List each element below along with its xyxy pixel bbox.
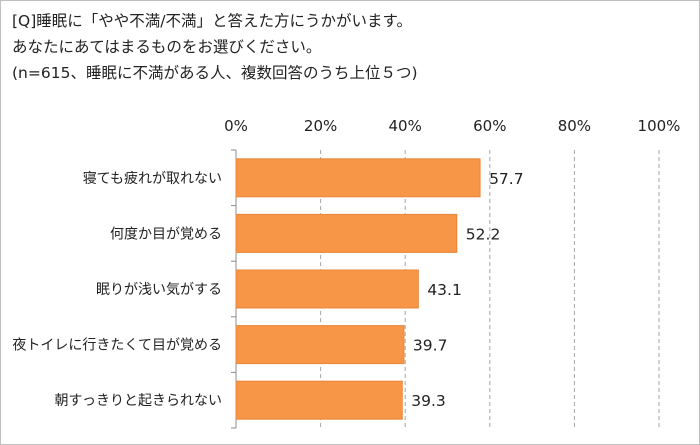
bar — [235, 380, 403, 420]
data-label: 39.3 — [411, 392, 446, 410]
x-tick-label: 40% — [389, 117, 422, 135]
data-label: 39.7 — [413, 337, 448, 355]
x-tick-label: 60% — [473, 117, 506, 135]
bar — [235, 325, 405, 365]
x-tick-label: 20% — [304, 117, 337, 135]
x-tick-label: 100% — [638, 117, 681, 135]
data-label: 43.1 — [427, 281, 462, 299]
category-label: 眠りが浅い気がする — [96, 282, 222, 298]
question-line-1: [Q]睡眠に「やや不満/不満」と答えた方にうかがいます。 — [12, 12, 412, 30]
question-line-3: (n=615、睡眠に不満がある人、複数回答のうち上位５つ) — [12, 64, 418, 82]
bar — [235, 158, 481, 198]
bar — [235, 213, 458, 253]
category-label: 寝ても疲れが取れない — [83, 170, 222, 187]
category-label: 朝すっきりと起きられない — [55, 393, 222, 409]
question-text: [Q]睡眠に「やや不満/不満」と答えた方にうかがいます。 あなたにあてはまるもの… — [12, 8, 688, 86]
x-tick-label: 0% — [224, 117, 248, 135]
category-label: 夜トイレに行きたくて目が覚める — [12, 338, 222, 354]
bar — [235, 269, 419, 309]
x-tick-label: 80% — [558, 117, 591, 135]
question-line-2: あなたにあてはまるものをお選びください。 — [12, 38, 322, 56]
data-label: 52.2 — [466, 225, 501, 243]
data-label: 57.7 — [489, 170, 524, 188]
category-label: 何度か目が覚める — [110, 226, 222, 242]
